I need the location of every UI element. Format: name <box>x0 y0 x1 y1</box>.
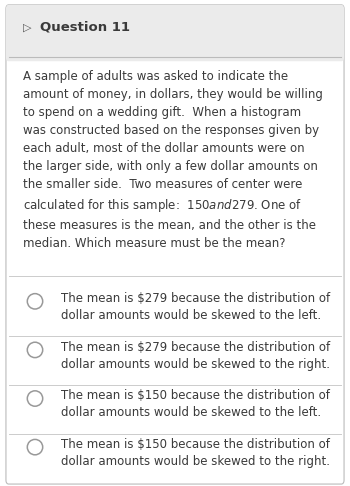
Text: The mean is $150 because the distribution of
dollar amounts would be skewed to t: The mean is $150 because the distributio… <box>61 389 330 419</box>
Ellipse shape <box>27 342 43 358</box>
Text: A sample of adults was asked to indicate the
amount of money, in dollars, they w: A sample of adults was asked to indicate… <box>23 70 323 250</box>
Ellipse shape <box>27 294 43 309</box>
Text: ▷: ▷ <box>23 22 31 32</box>
FancyBboxPatch shape <box>6 5 344 61</box>
Text: The mean is $279 because the distribution of
dollar amounts would be skewed to t: The mean is $279 because the distributio… <box>61 292 330 322</box>
Text: The mean is $150 because the distribution of
dollar amounts would be skewed to t: The mean is $150 because the distributio… <box>61 438 330 468</box>
Bar <box>9 9 341 57</box>
Text: Question 11: Question 11 <box>40 21 130 34</box>
Ellipse shape <box>27 439 43 455</box>
Text: The mean is $279 because the distribution of
dollar amounts would be skewed to t: The mean is $279 because the distributio… <box>61 341 330 371</box>
Ellipse shape <box>27 391 43 406</box>
FancyBboxPatch shape <box>6 5 344 484</box>
